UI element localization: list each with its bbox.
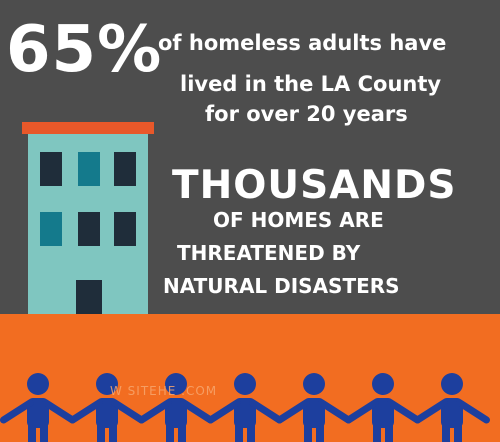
person-figure bbox=[276, 373, 352, 442]
building-window bbox=[40, 212, 62, 246]
building-roof bbox=[22, 122, 154, 134]
building-window bbox=[114, 212, 136, 246]
stat-text-line-3: for over 20 years bbox=[205, 102, 408, 126]
person-figure bbox=[345, 373, 421, 442]
person-figure bbox=[0, 373, 76, 442]
watermark: W SITEHE .COM bbox=[110, 384, 218, 398]
person-figure bbox=[138, 373, 214, 442]
headline-title: THOUSANDS bbox=[172, 163, 457, 208]
person-figure bbox=[207, 373, 283, 442]
headline-line-3: NATURAL DISASTERS bbox=[163, 274, 400, 298]
percent-stat: 65% bbox=[6, 13, 163, 87]
building-window bbox=[40, 152, 62, 186]
people-chain-icon bbox=[0, 373, 490, 442]
building-door bbox=[76, 280, 102, 316]
person-figure bbox=[69, 373, 145, 442]
building-window bbox=[78, 152, 100, 186]
person-figure bbox=[414, 373, 490, 442]
stat-text-line-2: lived in the LA County bbox=[180, 72, 442, 96]
headline-line-2: THREATENED BY bbox=[177, 241, 361, 265]
headline-line-1: OF HOMES ARE bbox=[213, 208, 384, 232]
building-window bbox=[114, 152, 136, 186]
stat-text-line-1: of homeless adults have bbox=[158, 31, 447, 55]
building-window bbox=[78, 212, 100, 246]
